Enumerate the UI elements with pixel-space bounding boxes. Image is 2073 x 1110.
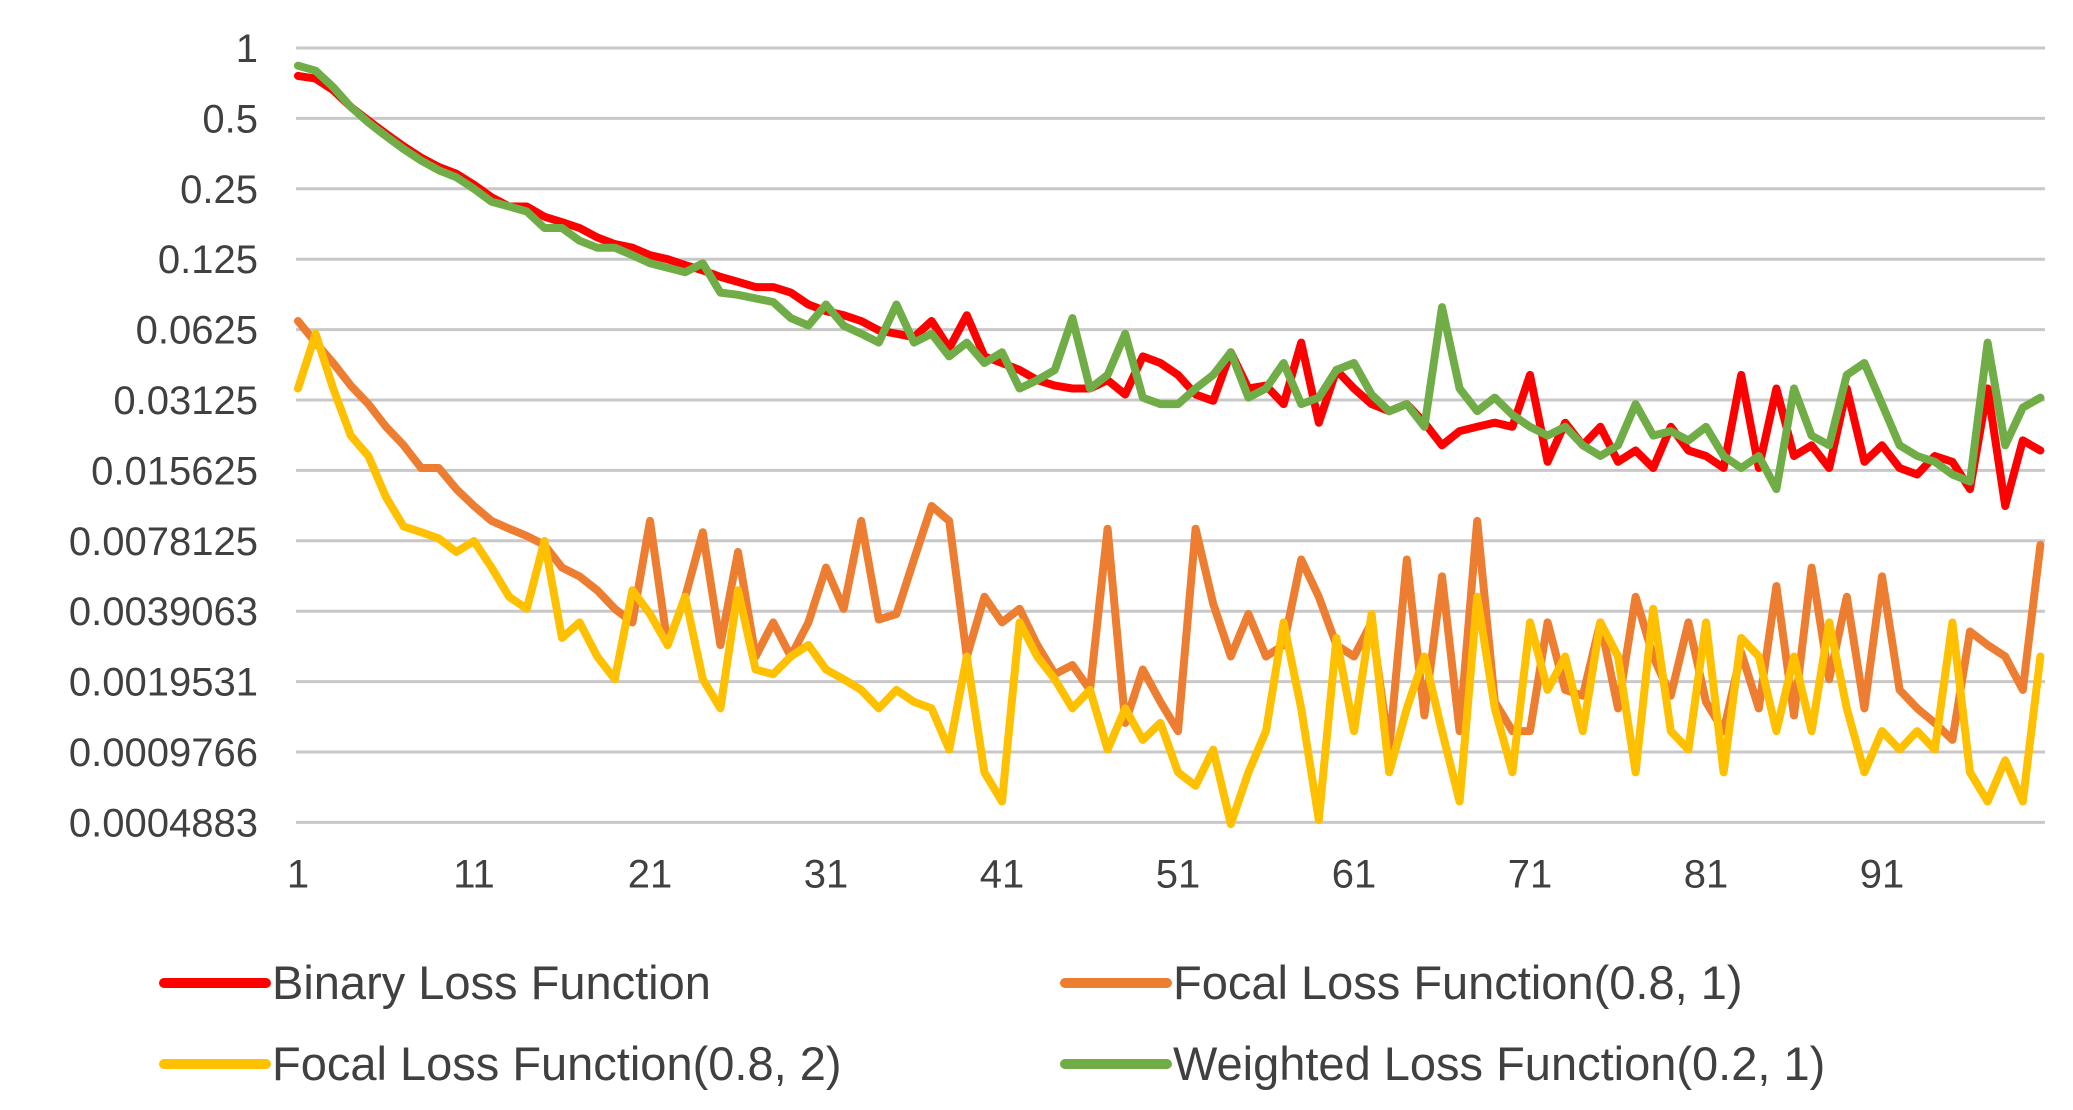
y-tick-label: 0.0004883 [69, 801, 258, 845]
x-tick-label: 21 [628, 852, 673, 896]
series-line-3 [294, 329, 2045, 829]
x-tick-label: 61 [1332, 852, 1377, 896]
y-tick-label: 1 [236, 27, 258, 71]
x-tick-label: 41 [980, 852, 1025, 896]
legend-label: Focal Loss Function(0.8, 2) [272, 1037, 842, 1090]
legend-label: Focal Loss Function(0.8, 1) [1173, 956, 1743, 1009]
legend-label: Binary Loss Function [272, 956, 711, 1009]
series-lines [294, 61, 2045, 829]
x-tick-label: 91 [1860, 852, 1905, 896]
y-tick-label: 0.0039063 [69, 590, 258, 634]
x-tick-label: 71 [1508, 852, 1553, 896]
series-line-4 [294, 61, 2045, 494]
x-tick-label: 31 [804, 852, 849, 896]
y-tick-label: 0.5 [202, 97, 258, 141]
series-line-2 [294, 317, 2045, 754]
legend: Binary Loss Function Focal Loss Function(… [159, 956, 1825, 1090]
x-tick-label: 1 [287, 852, 309, 896]
x-tick-label: 81 [1684, 852, 1729, 896]
x-tick-label: 51 [1156, 852, 1201, 896]
y-tick-label: 0.03125 [113, 379, 258, 423]
legend-label: Weighted Loss Function(0.2, 1) [1173, 1037, 1825, 1090]
x-tick-label: 11 [453, 852, 495, 896]
y-tick-label: 0.0009766 [69, 731, 258, 775]
y-tick-label: 0.125 [158, 238, 258, 282]
y-tick-label: 0.0019531 [69, 661, 258, 705]
y-tick-label: 0.0625 [136, 309, 258, 353]
axes: 1 0.5 0.25 0.125 0.0625 0.03125 0.015625 0.0078… [69, 27, 1904, 896]
series-line-1 [294, 71, 2045, 510]
y-tick-label: 0.25 [180, 168, 258, 212]
y-tick-label: 0.0078125 [69, 520, 258, 564]
y-tick-label: 0.015625 [91, 449, 258, 493]
